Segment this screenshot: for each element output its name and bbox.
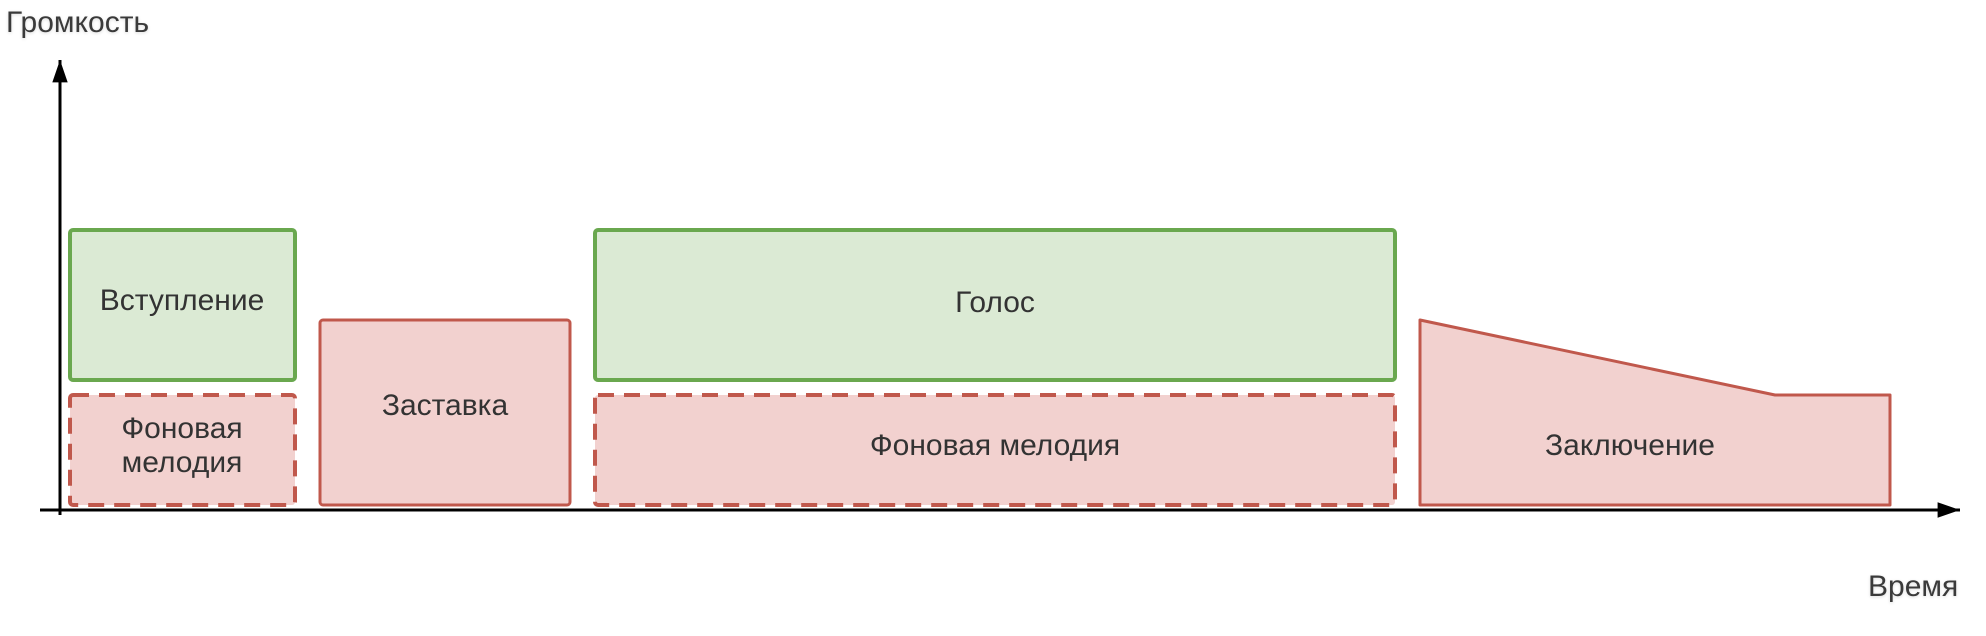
block-label-main-voice: Голос	[955, 286, 1035, 319]
block-label-jingle: Заставка	[382, 389, 509, 422]
y-axis-label: Громкость	[6, 6, 149, 40]
block-outro	[1420, 320, 1890, 505]
block-label-intro-voice: Вступление	[100, 284, 265, 317]
volume-vs-time-diagram: Громкость Время Вступление Фоноваямелодия…	[0, 0, 1986, 636]
x-axis-label: Время	[1868, 570, 1958, 604]
block-label-outro: Заключение	[1545, 429, 1715, 462]
block-label-intro-bg: Фоновая	[121, 412, 242, 445]
diagram-svg: Вступление Фоноваямелодия Заставка Голос Фон…	[0, 0, 1986, 636]
block-label-main-bg: Фоновая мелодия	[870, 429, 1120, 462]
block-label-intro-bg: мелодия	[122, 446, 243, 479]
